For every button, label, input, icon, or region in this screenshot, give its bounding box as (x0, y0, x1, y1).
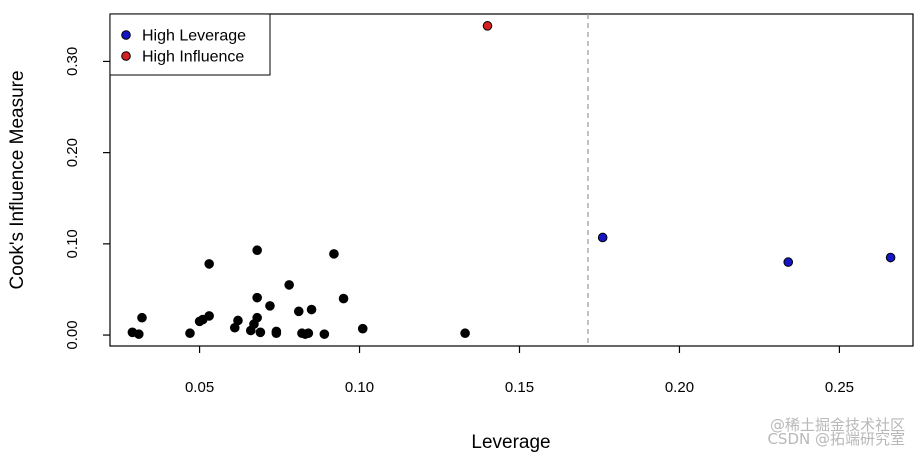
data-point-normal (252, 292, 262, 303)
legend-label-high-influence: High Influence (142, 49, 244, 66)
x-axis-title: Leverage (471, 432, 550, 453)
legend-box (109, 13, 271, 76)
x-axis: 0.05 0.10 0.15 0.20 0.25 (185, 346, 854, 396)
data-point-normal (252, 245, 262, 256)
data-point-normal (133, 329, 144, 339)
data-point-normal (319, 329, 330, 339)
data-point-normal (204, 259, 214, 269)
x-tick-label: 0.10 (345, 379, 374, 396)
data-point-normal (265, 301, 275, 311)
data-point-high-leverage (783, 257, 794, 267)
data-point-high-leverage (885, 252, 896, 263)
data-point-normal (338, 293, 349, 304)
y-tick-label: 0.30 (64, 47, 81, 76)
legend: High Leverage High Influence (109, 13, 271, 76)
data-points (127, 21, 896, 339)
x-tick-label: 0.20 (665, 379, 694, 396)
data-point-normal (252, 312, 262, 323)
x-tick-label: 0.15 (505, 379, 534, 396)
data-point-high-influence (482, 21, 493, 31)
y-axis: 0.00 0.10 0.20 0.30 (64, 47, 110, 350)
data-point-normal (204, 311, 214, 321)
data-point-normal (303, 328, 314, 339)
data-point-normal (284, 280, 294, 290)
data-point-normal (137, 312, 147, 323)
watermark-line-1: @稀土掘金技术社区 (770, 416, 905, 434)
data-point-normal (357, 323, 368, 334)
x-tick-label: 0.25 (825, 379, 854, 396)
y-tick-label: 0.00 (64, 320, 81, 349)
data-point-normal (233, 315, 243, 326)
watermark-line-2: CSDN @拓端研究室 (767, 430, 905, 448)
data-point-normal (255, 327, 266, 338)
data-point-normal (185, 328, 195, 339)
y-tick-label: 0.10 (64, 229, 81, 258)
data-point-normal (329, 249, 339, 259)
data-point-high-leverage (597, 232, 608, 243)
y-axis-title: Cook's Influence Measure (7, 70, 28, 289)
data-point-normal (306, 304, 317, 315)
legend-marker-high-leverage (121, 30, 131, 40)
y-tick-label: 0.20 (64, 138, 81, 167)
data-point-normal (271, 328, 282, 339)
legend-marker-high-influence (121, 51, 131, 61)
data-point-normal (293, 306, 304, 317)
plot-frame (109, 13, 914, 347)
legend-label-high-leverage: High Leverage (142, 28, 246, 45)
data-point-normal (460, 328, 470, 339)
x-tick-label: 0.05 (185, 379, 214, 396)
